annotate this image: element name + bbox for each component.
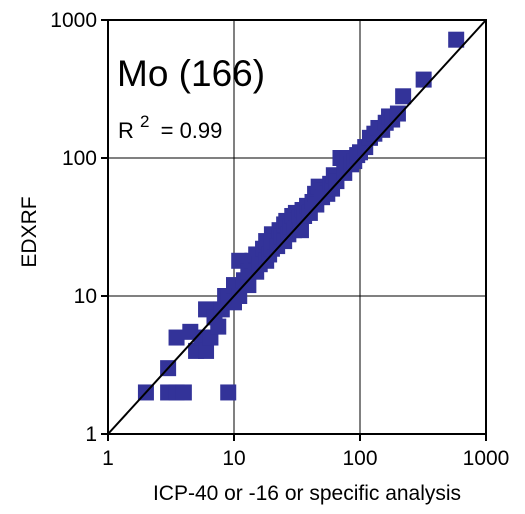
x-tick-label: 1 bbox=[102, 447, 114, 470]
r-superscript: 2 bbox=[140, 112, 149, 131]
y-tick-label: 10 bbox=[74, 285, 97, 308]
identity-line-group bbox=[107, 19, 487, 435]
r-symbol: R bbox=[118, 118, 134, 143]
x-axis-title: ICP-40 or -16 or specific analysis bbox=[153, 482, 461, 505]
data-point bbox=[168, 329, 185, 346]
data-point bbox=[220, 384, 237, 401]
y-tick-label: 100 bbox=[62, 147, 97, 170]
data-point bbox=[448, 31, 465, 48]
data-point bbox=[210, 318, 227, 335]
data-point bbox=[175, 384, 192, 401]
data-points bbox=[137, 31, 465, 401]
data-point bbox=[389, 105, 406, 122]
data-point bbox=[415, 71, 432, 88]
y-axis-title: EDXRF bbox=[18, 196, 41, 267]
y-tick-label: 1 bbox=[85, 423, 97, 446]
x-tick-label: 1000 bbox=[463, 447, 510, 470]
gridlines bbox=[108, 20, 486, 434]
chart-title: Mo (166) bbox=[117, 53, 265, 94]
r-squared-value: = 0.99 bbox=[161, 118, 223, 143]
x-tick-label: 100 bbox=[342, 447, 377, 470]
r-squared-annotation: R 2 = 0.99 bbox=[118, 107, 222, 143]
y-tick-label: 1000 bbox=[50, 9, 97, 32]
data-point bbox=[198, 342, 215, 359]
axis-ticks: 1 10 100 1000 1 10 100 1000 bbox=[50, 9, 509, 470]
data-point bbox=[395, 88, 412, 105]
plot-frame bbox=[107, 19, 487, 435]
x-tick-label: 10 bbox=[222, 447, 245, 470]
data-point bbox=[240, 277, 257, 294]
identity-line bbox=[107, 19, 487, 435]
